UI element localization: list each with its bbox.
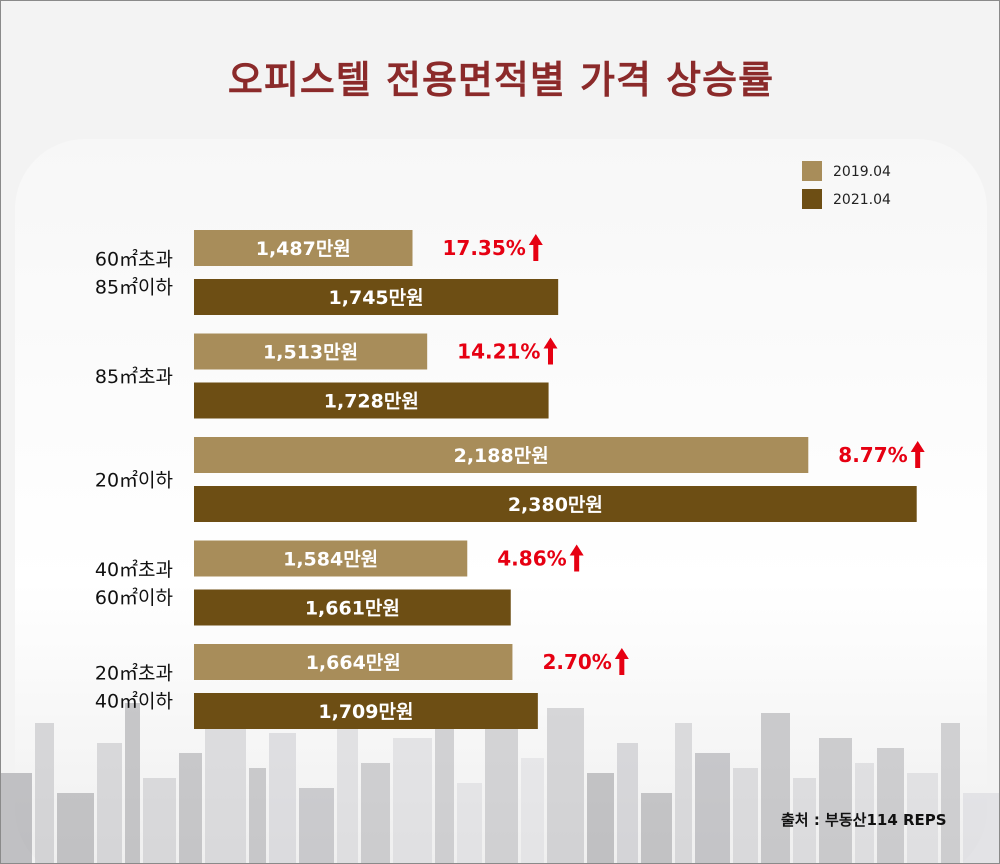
- bar-value-label: 1,661만원: [305, 598, 400, 620]
- category-label: 60㎡이하: [95, 586, 173, 609]
- building-silhouette: [35, 723, 54, 863]
- up-arrow-icon: [543, 337, 558, 365]
- building-silhouette: [941, 723, 960, 863]
- change-rate-label: 17.35%: [443, 236, 526, 260]
- source-note: 출처 : 부동산114 REPS: [781, 811, 947, 829]
- bar-value-label: 1,584만원: [283, 549, 378, 571]
- bar-2021.04-3: [194, 589, 511, 626]
- building-silhouette: [205, 713, 246, 863]
- building-silhouette: [435, 718, 454, 863]
- bar-2019.04-4: [194, 644, 513, 680]
- building-silhouette: [617, 743, 638, 863]
- legend-swatch: [802, 161, 822, 181]
- change-rate-label: 8.77%: [838, 443, 907, 467]
- building-silhouette: [125, 703, 140, 863]
- building-silhouette: [97, 743, 122, 863]
- category-label: 20㎡이하: [95, 469, 173, 492]
- building-silhouette: [143, 778, 176, 863]
- bar-2019.04-1: [194, 333, 428, 370]
- category-label: 20㎡초과: [95, 662, 173, 685]
- building-silhouette: [299, 788, 334, 863]
- chart-title: 오피스텔 전용면적별 가격 상승률: [227, 58, 775, 102]
- up-arrow-icon: [910, 441, 925, 468]
- bar-chart-marks: 1,487만원 17.35% 1,745만원 60㎡초과 85㎡이하 1,513만원 14.…: [95, 230, 925, 729]
- building-silhouette: [819, 738, 852, 863]
- category-label: 60㎡초과: [95, 248, 173, 271]
- chart-legend: 2019.04 2021.04: [802, 161, 891, 209]
- category-label: 85㎡이하: [95, 276, 173, 299]
- building-silhouette: [393, 738, 432, 863]
- building-silhouette: [675, 723, 692, 863]
- city-skyline-background: [1, 698, 999, 863]
- building-silhouette: [963, 793, 999, 863]
- building-silhouette: [269, 733, 296, 863]
- bar-2021.04-1: [194, 382, 549, 419]
- building-silhouette: [695, 753, 730, 863]
- bar-value-label: 1,513만원: [263, 342, 358, 364]
- building-silhouette: [733, 768, 758, 863]
- bar-2021.04-0: [194, 279, 559, 315]
- bar-value-label: 2,188만원: [454, 445, 549, 467]
- building-silhouette: [485, 728, 518, 863]
- bar-value-label: 1,745만원: [329, 287, 424, 309]
- legend-label: 2021.04: [833, 192, 891, 208]
- building-silhouette: [249, 768, 266, 863]
- category-label: 40㎡초과: [95, 558, 173, 581]
- building-silhouette: [587, 773, 614, 863]
- building-silhouette: [793, 778, 816, 863]
- bar-value-label: 1,664만원: [306, 652, 401, 674]
- building-silhouette: [761, 713, 790, 863]
- building-silhouette: [907, 773, 938, 863]
- bar-2021.04-4: [194, 693, 538, 729]
- building-silhouette: [877, 748, 904, 863]
- bar-2019.04-2: [194, 437, 809, 473]
- bar-2021.04-2: [194, 486, 917, 522]
- change-rate-label: 2.70%: [542, 650, 611, 674]
- building-silhouette: [179, 753, 202, 863]
- change-rate-label: 14.21%: [457, 340, 540, 364]
- building-silhouette: [855, 763, 874, 863]
- legend-label: 2019.04: [833, 164, 891, 180]
- legend-swatch: [802, 189, 822, 209]
- building-silhouette: [547, 708, 584, 863]
- bar-2019.04-3: [194, 540, 468, 577]
- bar-value-label: 2,380만원: [508, 494, 603, 516]
- up-arrow-icon: [528, 234, 543, 261]
- building-silhouette: [337, 698, 358, 863]
- up-arrow-icon: [614, 648, 629, 675]
- category-label: 85㎡초과: [95, 365, 173, 388]
- bar-2019.04-0: [194, 230, 413, 266]
- bar-value-label: 1,487만원: [256, 238, 351, 260]
- building-silhouette: [641, 793, 672, 863]
- building-silhouette: [361, 763, 390, 863]
- change-rate-label: 4.86%: [497, 547, 566, 571]
- building-silhouette: [521, 758, 544, 863]
- building-silhouette: [57, 793, 94, 863]
- building-silhouette: [1, 773, 32, 863]
- up-arrow-icon: [569, 544, 584, 572]
- bar-value-label: 1,728만원: [324, 391, 419, 413]
- bar-value-label: 1,709만원: [318, 701, 413, 723]
- building-silhouette: [457, 783, 482, 863]
- category-label: 40㎡이하: [95, 690, 173, 713]
